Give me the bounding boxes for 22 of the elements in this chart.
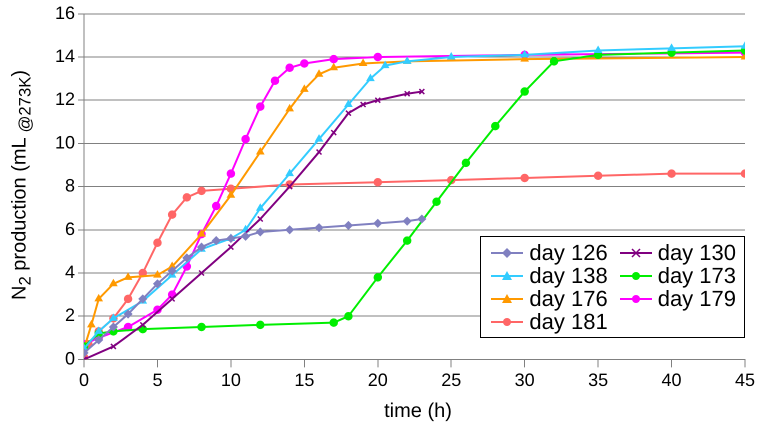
y-tick-label: 10: [54, 132, 76, 152]
y-tick-label: 14: [54, 46, 76, 66]
legend-label: day 130: [658, 240, 736, 265]
y-tick-label: 16: [54, 2, 76, 23]
x-tick-label: 0: [79, 370, 90, 390]
x-tick-label: 10: [220, 370, 241, 390]
y-tick-label: 0: [65, 348, 76, 368]
x-tick-label: 40: [662, 370, 682, 390]
y-tick-label: 6: [65, 218, 76, 239]
y-tick-label: 12: [54, 89, 76, 110]
x-axis-title: time (h): [384, 400, 452, 423]
x-tick-label: 30: [514, 370, 535, 390]
y-tick-label: 2: [65, 305, 76, 326]
x-tick-label: 20: [368, 370, 388, 390]
y-tick-label: 4: [65, 262, 76, 282]
x-tick-label: 5: [152, 370, 162, 390]
x-tick-label: 45: [734, 370, 756, 390]
x-tick-label: 15: [294, 370, 314, 390]
y-tick-label: 8: [65, 176, 76, 196]
legend-label: day 126: [529, 240, 608, 265]
x-tick-label: 25: [441, 370, 462, 390]
x-tick-label: 35: [588, 370, 608, 390]
